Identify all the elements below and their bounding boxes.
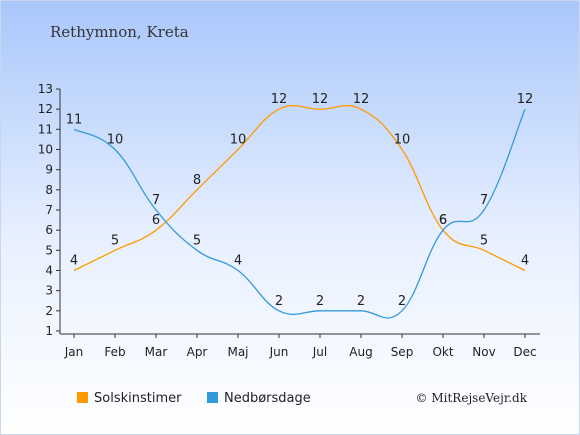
data-label-nedborsdage: 10: [107, 133, 124, 148]
data-label-solskinstimer: 5: [480, 233, 488, 248]
data-label-solskinstimer: 8: [193, 173, 201, 188]
legend-swatch-nedborsdage: [207, 392, 218, 403]
data-label-nedborsdage: 4: [234, 254, 242, 269]
x-tick-label: Nov: [472, 345, 495, 359]
y-tick-label: 13: [38, 82, 53, 96]
data-label-solskinstimer: 6: [439, 213, 447, 228]
y-tick-label: 8: [45, 183, 53, 197]
y-tick-label: 12: [38, 102, 53, 116]
data-label-nedborsdage: 7: [152, 193, 160, 208]
chart-title: Rethymnon, Kreta: [50, 23, 189, 41]
x-tick-label: Apr: [187, 345, 208, 359]
credit-text: © MitRejseVejr.dk: [416, 391, 528, 405]
x-tick-label: Okt: [432, 345, 453, 359]
data-label-nedborsdage: 6: [439, 213, 447, 228]
y-tick-label: 4: [45, 264, 53, 278]
x-tick-label: Mar: [145, 345, 168, 359]
data-label-nedborsdage: 2: [316, 294, 324, 309]
data-label-nedborsdage: 7: [480, 193, 488, 208]
y-tick-label: 9: [45, 163, 53, 177]
data-label-solskinstimer: 12: [271, 92, 288, 107]
y-tick-label: 5: [45, 243, 53, 257]
data-label-nedborsdage: 2: [275, 294, 283, 309]
series-line-nedborsdage: [73, 108, 526, 319]
y-tick-label: 10: [38, 143, 53, 157]
x-tick-label: Jun: [269, 345, 289, 359]
data-label-solskinstimer: 6: [152, 213, 160, 228]
x-tick-label: Dec: [513, 345, 536, 359]
legend-label-solskinstimer: Solskinstimer: [94, 391, 182, 406]
x-tick-label: Aug: [349, 345, 372, 359]
x-tick-label: Maj: [227, 345, 248, 359]
y-tick-label: 11: [38, 122, 53, 136]
y-tick-label: 1: [45, 324, 53, 338]
series-lines: [73, 104, 526, 319]
data-label-nedborsdage: 2: [398, 294, 406, 309]
data-label-solskinstimer: 5: [111, 233, 119, 248]
x-tick-label: Jul: [312, 345, 327, 359]
y-tick-label: 6: [45, 223, 53, 237]
data-label-solskinstimer: 10: [230, 133, 247, 148]
data-label-nedborsdage: 5: [193, 233, 201, 248]
data-label-nedborsdage: 2: [357, 294, 365, 309]
data-label-solskinstimer: 12: [353, 92, 370, 107]
y-tick-label: 3: [45, 284, 53, 298]
data-label-solskinstimer: 4: [521, 254, 529, 269]
x-tick-label: Jan: [64, 345, 84, 359]
legend-swatch-solskinstimer: [77, 392, 88, 403]
data-label-nedborsdage: 11: [66, 112, 83, 127]
x-tick-label: Sep: [391, 345, 414, 359]
legend-label-nedborsdage: Nedbørsdage: [224, 391, 311, 406]
legend: Solskinstimer Nedbørsdage: [77, 391, 311, 406]
y-tick-label: 2: [45, 304, 53, 318]
data-label-solskinstimer: 4: [70, 254, 78, 269]
series-line-solskinstimer: [73, 104, 526, 272]
data-label-solskinstimer: 12: [312, 92, 329, 107]
y-tick-label: 7: [45, 203, 53, 217]
data-label-nedborsdage: 12: [517, 92, 534, 107]
data-label-solskinstimer: 10: [394, 133, 411, 148]
x-tick-label: Feb: [104, 345, 125, 359]
